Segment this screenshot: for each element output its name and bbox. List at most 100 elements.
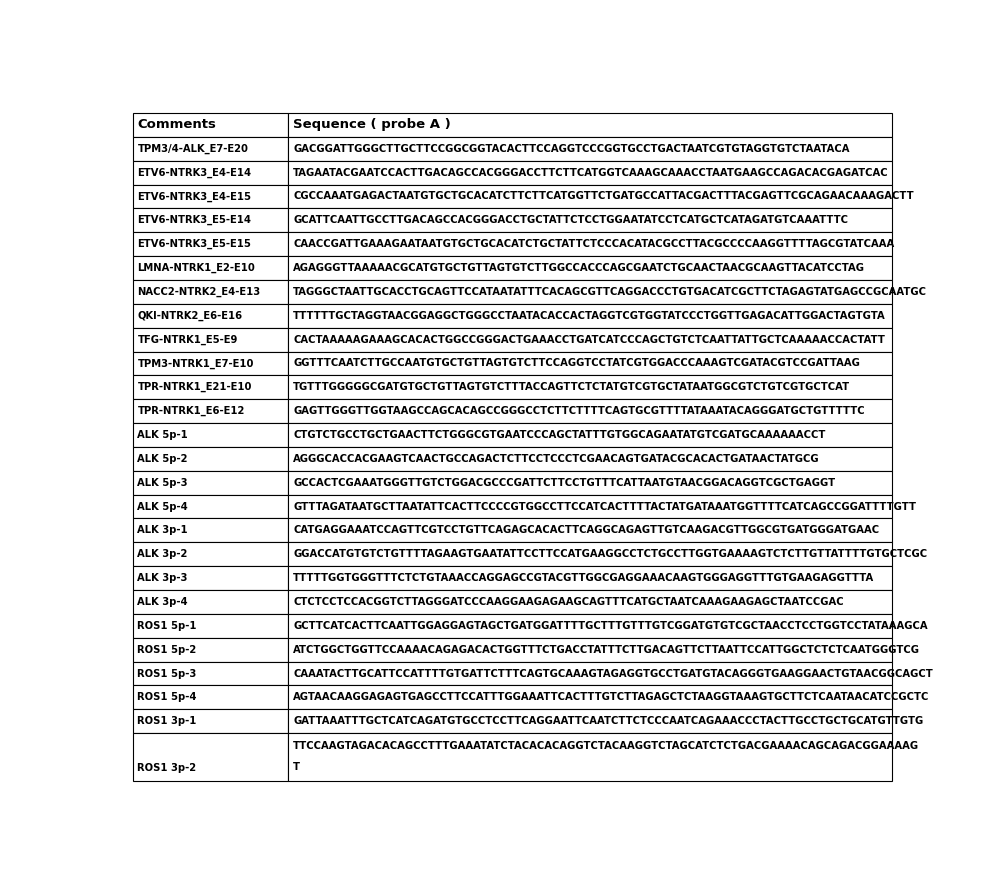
Bar	[288, 399, 892, 423]
Text: ETV6-NTRK3_E5-E15: ETV6-NTRK3_E5-E15	[137, 239, 251, 250]
Bar	[288, 185, 892, 209]
Text: ALK 5p-1: ALK 5p-1	[137, 430, 188, 440]
Bar	[133, 399, 288, 423]
Text: ATCTGGCTGGTTCCAAAACAGAGACACTGGTTTCTGACCTATTTCTTGACAGTTCTTAATTCCATTGGCTCTCTCAATGG: ATCTGGCTGGTTCCAAAACAGAGACACTGGTTTCTGACCT…	[293, 644, 920, 655]
Text: ROS1 5p-4: ROS1 5p-4	[137, 692, 197, 703]
Bar	[288, 638, 892, 662]
Bar	[133, 256, 288, 280]
Text: ROS1 5p-3: ROS1 5p-3	[137, 668, 197, 679]
Text: TTTTTTGCTAGGTAACGGAGGCTGGGCCTAATACACCACTAGGTCGTGGTATCCCTGGTTGAGACATTGGACTAGTGTA: TTTTTTGCTAGGTAACGGAGGCTGGGCCTAATACACCACT…	[293, 311, 886, 320]
Bar	[133, 447, 288, 471]
Text: CGCCAAATGAGACTAATGTGCTGCACATCTTCTTCATGGTTCTGATGCCATTACGACTTTACGAGTTCGCAGAACAAAGA: CGCCAAATGAGACTAATGTGCTGCACATCTTCTTCATGGT…	[293, 191, 914, 202]
Text: GCATTCAATTGCCTTGACAGCCACGGGACCTGCTATTCTCCTGGAATATCCTCATGCTCATAGATGTCAAATTTC: GCATTCAATTGCCTTGACAGCCACGGGACCTGCTATTCTC…	[293, 215, 848, 226]
Text: TGTTTGGGGGCGATGTGCTGTTAGTGTCTTTACCAGTTCTCTATGTCGTGCTATAATGGCGTCTGTCGTGCTCAT: TGTTTGGGGGCGATGTGCTGTTAGTGTCTTTACCAGTTCT…	[293, 382, 850, 392]
Bar	[133, 495, 288, 519]
Text: AGAGGGTTAAAAACGCATGTGCTGTTAGTGTCTTGGCCACCCAGCGAATCTGCAACTAACGCAAGTTACATCCTAG: AGAGGGTTAAAAACGCATGTGCTGTTAGTGTCTTGGCCAC…	[293, 263, 865, 273]
Bar	[133, 137, 288, 161]
Bar	[133, 304, 288, 327]
Text: Comments: Comments	[137, 119, 216, 132]
Bar	[133, 590, 288, 614]
Bar	[288, 232, 892, 256]
Text: ROS1 5p-2: ROS1 5p-2	[137, 644, 197, 655]
Bar	[288, 327, 892, 351]
Text: Sequence ( probe A ): Sequence ( probe A )	[293, 119, 451, 132]
Bar	[133, 471, 288, 495]
Bar	[288, 351, 892, 375]
Bar	[133, 232, 288, 256]
Text: ALK 3p-4: ALK 3p-4	[137, 597, 188, 607]
Bar	[133, 375, 288, 399]
Text: CAACCGATTGAAAGAATAATGTGCTGCACATCTGCTATTCTCCCACATACGCCTTACGCCCCAAGGTTTTAGCGTATCAA: CAACCGATTGAAAGAATAATGTGCTGCACATCTGCTATTC…	[293, 239, 894, 250]
Bar	[288, 590, 892, 614]
Text: GATTAAATTTGCTCATCAGATGTGCCTCCTTCAGGAATTCAATCTTCTCCCAATCAGAAACCCTACTTGCCTGCTGCATG: GATTAAATTTGCTCATCAGATGTGCCTCCTTCAGGAATTC…	[293, 716, 923, 727]
Bar	[288, 423, 892, 447]
Bar	[288, 161, 892, 185]
Bar	[288, 686, 892, 709]
Text: ALK 3p-1: ALK 3p-1	[137, 526, 188, 535]
Bar	[288, 137, 892, 161]
Text: AGTAACAAGGAGAGTGAGCCTTCCATTTGGAAATTCACTTTGTCTTAGAGCTCTAAGGTAAAGTGCTTCTCAATAACATC: AGTAACAAGGAGAGTGAGCCTTCCATTTGGAAATTCACTT…	[293, 692, 929, 703]
Text: ETV6-NTRK3_E5-E14: ETV6-NTRK3_E5-E14	[137, 215, 251, 226]
Text: CACTAAAAAGAAAGCACACTGGCCGGGACTGAAACCTGATCATCCCAGCTGTCTCAATTATTGCTCAAAAACCACTATT: CACTAAAAAGAAAGCACACTGGCCGGGACTGAAACCTGAT…	[293, 335, 885, 344]
Bar	[133, 709, 288, 733]
Bar	[288, 375, 892, 399]
Text: GGTTTCAATCTTGCCAATGTGCTGTTAGTGTCTTCCAGGTCCTATCGTGGACCCAAAGTCGATACGTCCGATTAAG: GGTTTCAATCTTGCCAATGTGCTGTTAGTGTCTTCCAGGT…	[293, 358, 860, 368]
Text: TTCCAAGTAGACACAGCCTTTGAAATATCTACACACAGGTCTACAAGGTCTAGCATCTCTGACGAAAACAGCAGACGGAA: TTCCAAGTAGACACAGCCTTTGAAATATCTACACACAGGT…	[293, 742, 919, 751]
Bar	[288, 447, 892, 471]
Text: ALK 5p-3: ALK 5p-3	[137, 478, 188, 488]
Text: GTTTAGATAATGCTTAATATTCACTTCCCCGTGGCCTTCCATCACTTTTACTATGATAAATGGTTTTCATCAGCCGGATT: GTTTAGATAATGCTTAATATTCACTTCCCCGTGGCCTTCC…	[293, 502, 916, 512]
Text: TTTTTGGTGGGTTTCTCTGTAAACCAGGAGCCGTACGTTGGCGAGGAAACAAGTGGGAGGTTTGTGAAGAGGTTTA: TTTTTGGTGGGTTTCTCTGTAAACCAGGAGCCGTACGTTG…	[293, 573, 874, 583]
Bar	[133, 351, 288, 375]
Bar	[288, 209, 892, 232]
Text: TPM3/4-ALK_E7-E20: TPM3/4-ALK_E7-E20	[137, 143, 248, 154]
Text: ROS1 5p-1: ROS1 5p-1	[137, 620, 197, 631]
Bar	[133, 543, 288, 566]
Bar	[288, 113, 892, 137]
Text: ROS1 3p-2: ROS1 3p-2	[137, 763, 197, 773]
Text: ALK 3p-3: ALK 3p-3	[137, 573, 188, 583]
Bar	[288, 733, 892, 781]
Text: NACC2-NTRK2_E4-E13: NACC2-NTRK2_E4-E13	[137, 287, 261, 297]
Text: TPR-NTRK1_E6-E12: TPR-NTRK1_E6-E12	[137, 406, 245, 416]
Bar	[133, 209, 288, 232]
Text: ALK 5p-2: ALK 5p-2	[137, 454, 188, 464]
Bar	[288, 304, 892, 327]
Bar	[288, 495, 892, 519]
Text: GCTTCATCACTTCAATTGGAGGAGTAGCTGATGGATTTTGCTTTGTTTGTCGGATGTGTCGCTAACCTCCTGGTCCTATA: GCTTCATCACTTCAATTGGAGGAGTAGCTGATGGATTTTG…	[293, 620, 928, 631]
Bar	[133, 566, 288, 590]
Text: AGGGCACCACGAAGTCAACTGCCAGACTCTTCCTCCCTCGAACAGTGATACGCACACTGATAACTATGCG: AGGGCACCACGAAGTCAACTGCCAGACTCTTCCTCCCTCG…	[293, 454, 820, 464]
Bar	[133, 733, 288, 781]
Text: TPM3-NTRK1_E7-E10: TPM3-NTRK1_E7-E10	[137, 358, 254, 368]
Text: TAGGGCTAATTGCACCTGCAGTTCCATAATATTTCACAGCGTTCAGGACCCTGTGACATCGCTTCTAGAGTATGAGCCGC: TAGGGCTAATTGCACCTGCAGTTCCATAATATTTCACAGC…	[293, 287, 927, 296]
Text: CTGTCTGCCTGCTGAACTTCTGGGCGTGAATCCCAGCTATTTGTGGCAGAATATGTCGATGCAAAAAACCT: CTGTCTGCCTGCTGAACTTCTGGGCGTGAATCCCAGCTAT…	[293, 430, 825, 440]
Text: TFG-NTRK1_E5-E9: TFG-NTRK1_E5-E9	[137, 335, 238, 345]
Text: CTCTCCTCCACGGTCTTAGGGATCCCAAGGAAGAGAAGCAGTTTCATGCTAATCAAAGAAGAGCTAATCCGAC: CTCTCCTCCACGGTCTTAGGGATCCCAAGGAAGAGAAGCA…	[293, 597, 844, 607]
Bar	[133, 161, 288, 185]
Text: ALK 5p-4: ALK 5p-4	[137, 502, 188, 512]
Bar	[133, 327, 288, 351]
Bar	[288, 543, 892, 566]
Text: TAGAATACGAATCCACTTGACAGCCACGGGACCTTCTTCATGGTCAAAGCAAACCTAATGAAGCCAGACACGAGATCAC: TAGAATACGAATCCACTTGACAGCCACGGGACCTTCTTCA…	[293, 167, 889, 178]
Bar	[133, 519, 288, 543]
Text: QKI-NTRK2_E6-E16: QKI-NTRK2_E6-E16	[137, 311, 243, 321]
Text: GACGGATTGGGCTTGCTTCCGGCGGTACACTTCCAGGTCCCGGTGCCTGACTAATCGTGTAGGTGTCTAATACA: GACGGATTGGGCTTGCTTCCGGCGGTACACTTCCAGGTCC…	[293, 143, 850, 154]
Text: ROS1 3p-1: ROS1 3p-1	[137, 716, 197, 727]
Bar	[288, 256, 892, 280]
Bar	[288, 614, 892, 638]
Bar	[133, 638, 288, 662]
Text: ALK 3p-2: ALK 3p-2	[137, 550, 188, 559]
Bar	[288, 280, 892, 304]
Bar	[288, 471, 892, 495]
Text: LMNA-NTRK1_E2-E10: LMNA-NTRK1_E2-E10	[137, 263, 255, 273]
Text: ETV6-NTRK3_E4-E15: ETV6-NTRK3_E4-E15	[137, 191, 251, 202]
Bar	[133, 113, 288, 137]
Bar	[288, 519, 892, 543]
Bar	[133, 423, 288, 447]
Text: GAGTTGGGTTGGTAAGCCAGCACAGCCGGGCCTCTTCTTTTCAGTGCGTTTTATAAATACAGGGATGCTGTTTTTC: GAGTTGGGTTGGTAAGCCAGCACAGCCGGGCCTCTTCTTT…	[293, 406, 865, 416]
Text: ETV6-NTRK3_E4-E14: ETV6-NTRK3_E4-E14	[137, 167, 252, 178]
Bar	[133, 614, 288, 638]
Bar	[288, 709, 892, 733]
Text: GCCACTCGAAATGGGTTGTCTGGACGCCCGATTCTTCCTGTTTCATTAATGTAACGGACAGGTCGCTGAGGT: GCCACTCGAAATGGGTTGTCTGGACGCCCGATTCTTCCTG…	[293, 478, 835, 488]
Bar	[288, 662, 892, 686]
Text: CAAATACTTGCATTCCATTTTGTGATTCTTTCAGTGCAAAGTAGAGGTGCCTGATGTACAGGGTGAAGGAACTGTAACGG: CAAATACTTGCATTCCATTTTGTGATTCTTTCAGTGCAAA…	[293, 668, 933, 679]
